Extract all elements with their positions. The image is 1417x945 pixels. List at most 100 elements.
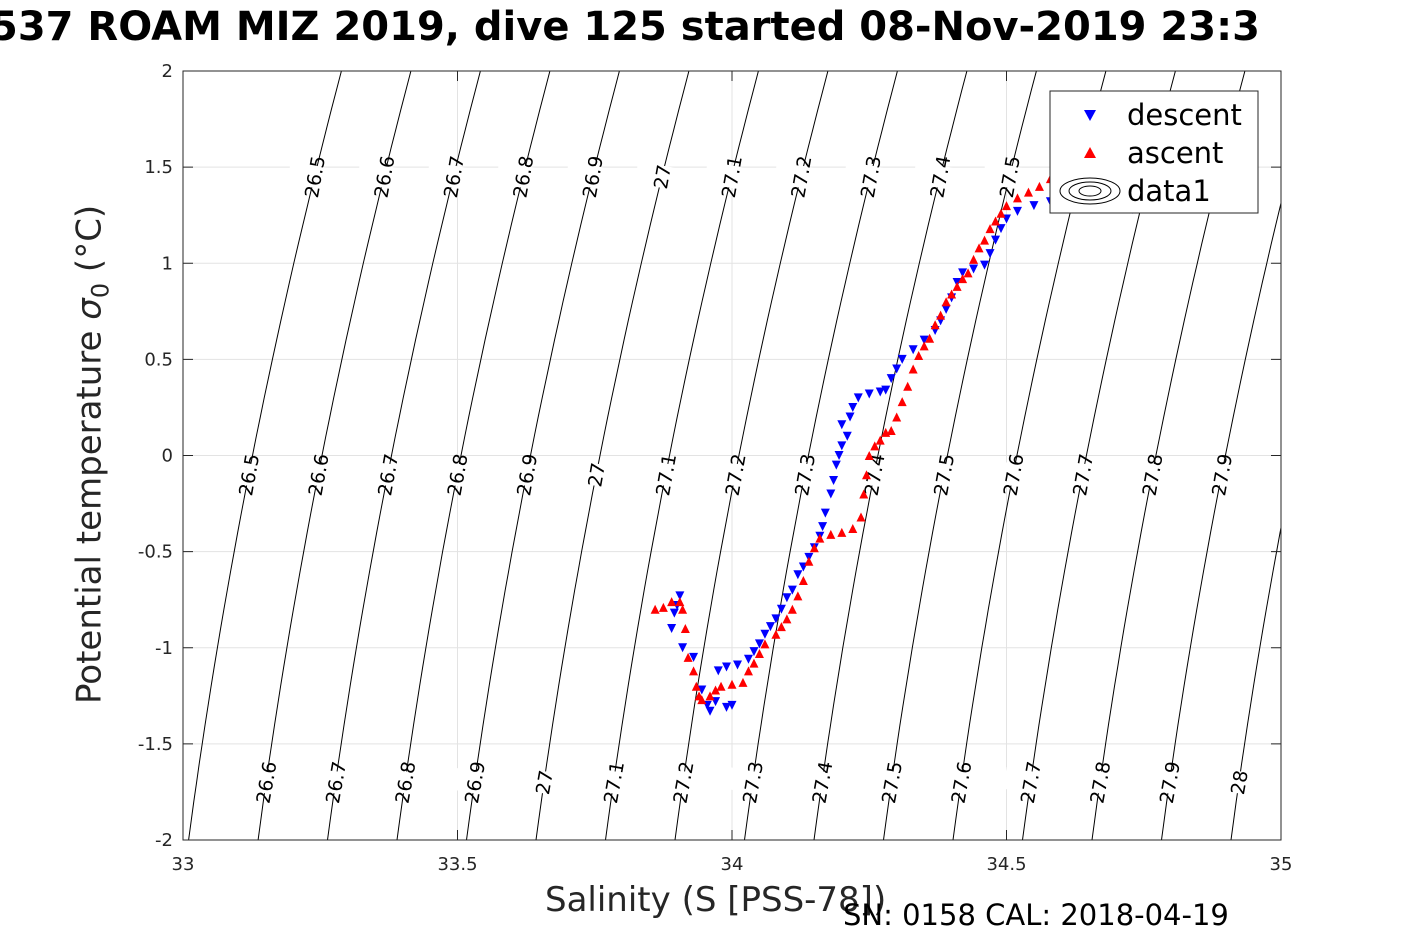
isopycnal-label-bg — [499, 459, 555, 491]
y-axis-label: Potential temperature σ0 (°C) — [69, 204, 115, 705]
isopycnal-label-bg — [981, 161, 1037, 193]
descent-point — [749, 647, 759, 657]
x-tick-label: 34 — [721, 854, 744, 875]
ascent-point — [925, 333, 935, 343]
isopycnal-label: 27 — [532, 769, 558, 797]
ascent-point — [787, 604, 797, 614]
ascent-point — [771, 629, 781, 639]
ascent-point — [705, 691, 715, 701]
descent-point — [765, 622, 775, 632]
descent-point — [732, 660, 742, 670]
descent-point — [991, 235, 1001, 245]
descent-point — [669, 608, 679, 618]
ascent-point — [675, 597, 685, 607]
descent-point — [771, 614, 781, 624]
ascent-point — [743, 666, 753, 676]
isopycnal-label-bg — [916, 459, 972, 491]
isopycnal-label-bg — [724, 766, 781, 798]
descent-point — [837, 420, 847, 430]
descent-point — [782, 593, 792, 603]
contour-icon — [1059, 177, 1121, 205]
isopycnal-label-bg — [863, 766, 920, 798]
ascent-point — [658, 602, 668, 612]
ascent-point — [947, 289, 957, 299]
isopycnal-label-bg — [1211, 766, 1267, 798]
ascent-point — [856, 512, 866, 522]
isopycnal-label-bg — [221, 459, 277, 491]
calibration-footer: SN: 0158 CAL: 2018-04-19 — [843, 898, 1229, 932]
descent-point — [727, 700, 737, 710]
ascent-point — [1023, 187, 1033, 197]
isopycnal-label-bg — [429, 459, 485, 491]
y-tick-label: -0.5 — [138, 542, 173, 563]
ascent-point — [826, 529, 836, 539]
ascent-point — [919, 341, 929, 351]
ascent-point — [738, 677, 748, 687]
ascent-point — [969, 254, 979, 264]
chart-title: 537 ROAM MIZ 2019, dive 125 started 08-N… — [0, 4, 1260, 50]
y-tick-label: 0.5 — [144, 349, 173, 370]
ascent-point — [776, 622, 786, 632]
descent-point — [675, 591, 685, 601]
y-tick-label: 1.5 — [144, 157, 173, 178]
ascent-point — [815, 533, 825, 543]
isopycnal-label: 27 — [584, 461, 610, 489]
descent-point — [897, 354, 907, 364]
isopycnal-label-bg — [638, 459, 694, 491]
isopycnal-label-bg — [564, 161, 620, 193]
isopycnal-label-bg — [360, 459, 416, 491]
descent-point — [1012, 206, 1022, 216]
isopycnal-labels: 26.5 26.6 26.7 26.8 26.9 27 27.1 27.2 27.3 27.4 27… — [221, 154, 1267, 805]
descent-point — [845, 412, 855, 422]
isopycnal-label-bg — [985, 459, 1041, 491]
y-tick-label: -1 — [155, 638, 173, 659]
legend-ascent: ascent — [1127, 136, 1223, 170]
ascent-point — [667, 597, 677, 607]
descent-point — [820, 508, 830, 518]
ascent-point — [711, 685, 721, 695]
ascent-point — [870, 441, 880, 451]
isopycnal-label-bg — [1194, 459, 1250, 491]
descent-point — [831, 460, 841, 470]
descent-point — [980, 260, 990, 270]
ascent-point — [689, 666, 699, 676]
descent-point — [818, 522, 828, 532]
ascent-point — [930, 320, 940, 330]
isopycnal-label-bg — [655, 766, 711, 798]
ascent-point — [941, 297, 951, 307]
legend-descent-marker — [1084, 110, 1096, 121]
descent-point — [760, 629, 770, 639]
isopycnal-label-bg — [634, 161, 690, 193]
ascent-point — [798, 575, 808, 585]
descent-point — [787, 585, 797, 595]
ascent-point — [903, 381, 913, 391]
isopycnal-label-bg — [516, 766, 572, 798]
isopycnal-label-bg — [777, 459, 833, 491]
descent-point — [722, 662, 732, 672]
isopycnal-label-bg — [495, 161, 551, 193]
ascent-point — [848, 524, 858, 534]
ascent-point — [837, 527, 847, 537]
ascent-point — [760, 639, 770, 649]
ascent-point — [862, 470, 872, 480]
ascent-point — [996, 208, 1006, 218]
isopycnal-label-bg — [1002, 766, 1058, 798]
ascent-point — [859, 489, 869, 499]
descent-point — [834, 451, 844, 460]
ascent-point — [908, 364, 918, 374]
ascent-point — [936, 310, 946, 320]
isopycnal-label-bg — [568, 459, 624, 491]
descent-point — [722, 702, 732, 712]
ascent-point — [697, 695, 707, 705]
descent-point — [837, 441, 847, 451]
ascent-point — [952, 281, 962, 291]
ascent-point — [1012, 193, 1022, 203]
legend-data1: data1 — [1127, 174, 1211, 208]
descent-point — [842, 431, 852, 441]
isopycnal-label-bg — [933, 766, 989, 798]
x-tick-label: 35 — [1270, 854, 1293, 875]
x-tick-label: 34.5 — [986, 854, 1026, 875]
y-tick-label: 2 — [162, 61, 173, 82]
ascent-point — [886, 426, 896, 436]
descent-point — [881, 385, 891, 395]
